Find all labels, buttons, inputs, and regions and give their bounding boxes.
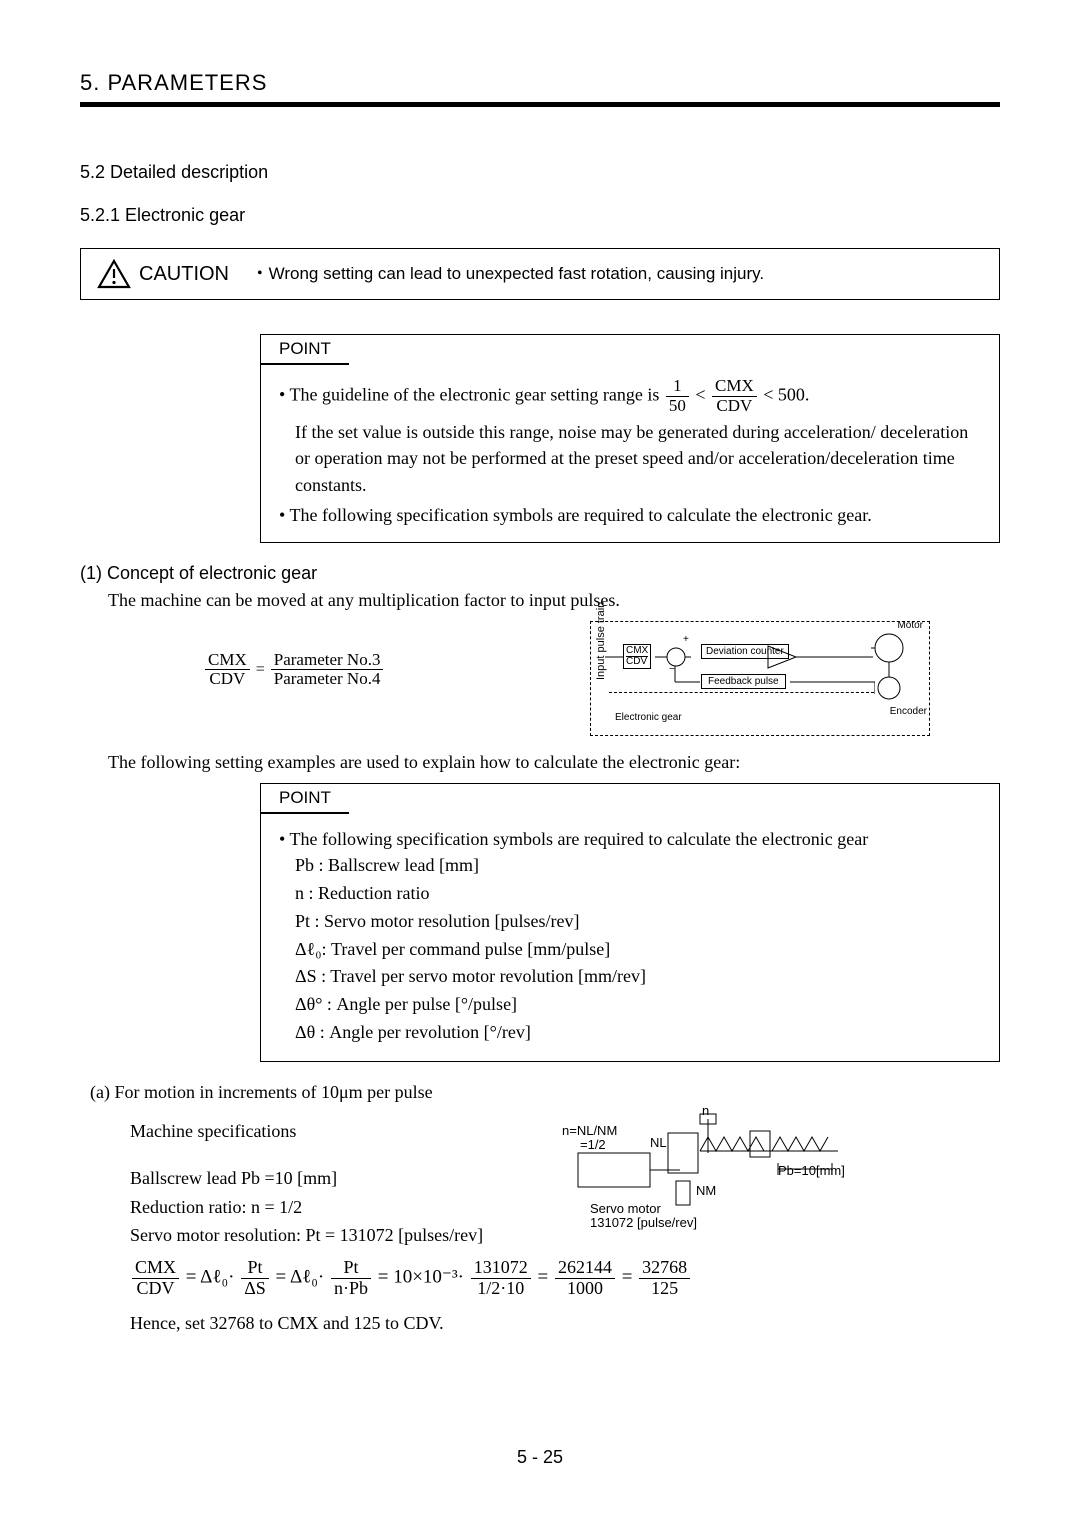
frac-num: 131072 xyxy=(471,1258,531,1279)
mechanical-diagram: n n=NL/NM =1/2 NL NM Pb=10[mm] Servo mot… xyxy=(550,1111,870,1251)
example-result: Hence, set 32768 to CMX and 125 to CDV. xyxy=(130,1309,1000,1338)
point1-line1: • The guideline of the electronic gear s… xyxy=(279,377,981,415)
diag-encoder-label: Encoder xyxy=(890,706,927,717)
lt-sign: < xyxy=(695,384,710,404)
warning-icon xyxy=(97,259,131,289)
spec-n: n : Reduction ratio xyxy=(295,880,981,908)
frac-num: CMX xyxy=(205,651,250,671)
point-label: POINT xyxy=(261,335,349,364)
frac-den: 50 xyxy=(666,397,689,416)
frac-den: ΔS xyxy=(241,1279,269,1299)
mech-servo: Servo motor xyxy=(590,1201,661,1216)
spec-dtheta: Δθ : Angle per revolution [°/rev] xyxy=(295,1019,981,1047)
fraction: 262144 1000 xyxy=(555,1258,615,1299)
formula-diagram-row: CMX CDV = Parameter No.3 Parameter No.4 … xyxy=(108,621,1000,736)
frac-den: CDV xyxy=(132,1279,179,1299)
bullet-icon: • xyxy=(279,829,285,849)
fraction: Pt n·Pb xyxy=(331,1258,371,1299)
mech-pb: Pb=10[mm] xyxy=(778,1163,845,1178)
fraction: 131072 1/2·10 xyxy=(471,1258,531,1299)
caution-text: Wrong setting can lead to unexpected fas… xyxy=(269,264,765,284)
chapter-title: 5. PARAMETERS xyxy=(80,70,1000,96)
frac-den: n·Pb xyxy=(331,1279,371,1299)
calc-eq5: = xyxy=(622,1267,637,1288)
diag-dashed-underline xyxy=(609,692,874,693)
spec-dtheta-deg: Δθ° : Angle per pulse [°/pulse] xyxy=(295,991,981,1019)
page-number: 5 - 25 xyxy=(0,1447,1080,1468)
concept-heading: (1) Concept of electronic gear xyxy=(80,563,1000,584)
point1-para3-text: The following specification symbols are … xyxy=(290,505,872,525)
block-diagram: Input pulse train CMX CDV + − Deviation … xyxy=(590,621,930,736)
frac-den: 125 xyxy=(639,1279,690,1299)
frac-num: CMX xyxy=(712,377,757,397)
chapter-rule xyxy=(80,102,1000,107)
fraction: CMX CDV xyxy=(205,651,250,689)
fraction: 32768 125 xyxy=(639,1258,690,1299)
mech-nl: NL xyxy=(650,1135,667,1150)
frac-den: CDV xyxy=(205,670,250,689)
caution-label: CAUTION xyxy=(139,263,229,286)
concept-line2: The following setting examples are used … xyxy=(108,752,1000,773)
frac-num: CMX xyxy=(132,1258,179,1279)
section-heading: 5.2 Detailed description xyxy=(80,162,1000,183)
spec-ds: ΔS : Travel per servo motor revolution [… xyxy=(295,963,981,991)
point2-intro: • The following specification symbols ar… xyxy=(279,826,981,852)
mech-half: =1/2 xyxy=(580,1137,606,1152)
spec-pt: Pt : Servo motor resolution [pulses/rev] xyxy=(295,908,981,936)
fraction: Parameter No.3 Parameter No.4 xyxy=(271,651,384,689)
point1-para2: If the set value is outside this range, … xyxy=(295,419,981,497)
gear-formula: CMX CDV = Parameter No.3 Parameter No.4 xyxy=(203,651,385,689)
calculation-line: CMX CDV = Δℓ₀· Pt ΔS = Δℓ₀· Pt n·Pb = 10… xyxy=(130,1258,1000,1299)
point-label: POINT xyxy=(261,784,349,813)
frac-den: Parameter No.4 xyxy=(271,670,384,689)
frac-num: Pt xyxy=(331,1258,371,1279)
frac-num: 1 xyxy=(666,377,689,397)
calc-eq1: = Δℓ₀· xyxy=(186,1267,235,1288)
fraction: Pt ΔS xyxy=(241,1258,269,1299)
spec-pb: Pb : Ballscrew lead [mm] xyxy=(295,852,981,880)
concept-line1: The machine can be moved at any multipli… xyxy=(108,590,1000,611)
frac-num: Pt xyxy=(241,1258,269,1279)
motor-encoder-icon xyxy=(871,630,921,710)
equals-sign: = xyxy=(256,661,269,678)
fraction: 1 50 xyxy=(666,377,689,415)
caution-box: CAUTION • Wrong setting can lead to unex… xyxy=(80,248,1000,300)
mech-nratio: n=NL/NM xyxy=(562,1123,617,1138)
frac-num: 32768 xyxy=(639,1258,690,1279)
point2-intro-text: The following specification symbols are … xyxy=(290,829,869,849)
frac-den: CDV xyxy=(712,397,757,416)
point1-para3: • The following specification symbols ar… xyxy=(279,502,981,528)
mech-res: 131072 [pulse/rev] xyxy=(590,1215,697,1230)
mech-n: n xyxy=(702,1103,709,1118)
diag-wires xyxy=(605,622,875,722)
fraction: CMX CDV xyxy=(712,377,757,415)
mech-nm: NM xyxy=(696,1183,716,1198)
bullet-icon: • xyxy=(257,265,263,283)
calc-eq3: = 10×10⁻³· xyxy=(378,1267,469,1288)
bullet-icon: • xyxy=(279,384,285,404)
point-box-1: POINT • The guideline of the electronic … xyxy=(260,334,1000,543)
lt-end: < 500. xyxy=(763,384,809,404)
fraction: CMX CDV xyxy=(132,1258,179,1299)
frac-num: 262144 xyxy=(555,1258,615,1279)
subsection-heading: 5.2.1 Electronic gear xyxy=(80,205,1000,226)
diag-motor-label: Motor xyxy=(897,620,923,631)
frac-num: Parameter No.3 xyxy=(271,651,384,671)
frac-den: 1000 xyxy=(555,1279,615,1299)
calc-eq2: = Δℓ₀· xyxy=(276,1267,325,1288)
calc-eq4: = xyxy=(537,1267,552,1288)
frac-den: 1/2·10 xyxy=(471,1279,531,1299)
bullet-icon: • xyxy=(279,505,285,525)
point1-text-a: The guideline of the electronic gear set… xyxy=(290,384,664,404)
example-heading: (a) For motion in increments of 10μm per… xyxy=(90,1082,1000,1103)
point-box-2: POINT • The following specification symb… xyxy=(260,783,1000,1062)
spec-dl0: Δℓ₀: Travel per command pulse [mm/pulse] xyxy=(295,936,981,964)
